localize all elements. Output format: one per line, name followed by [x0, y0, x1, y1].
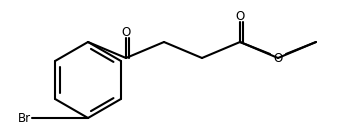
Text: O: O — [121, 26, 131, 39]
Text: Br: Br — [18, 112, 31, 125]
Text: O: O — [236, 11, 245, 24]
Text: O: O — [273, 52, 282, 65]
